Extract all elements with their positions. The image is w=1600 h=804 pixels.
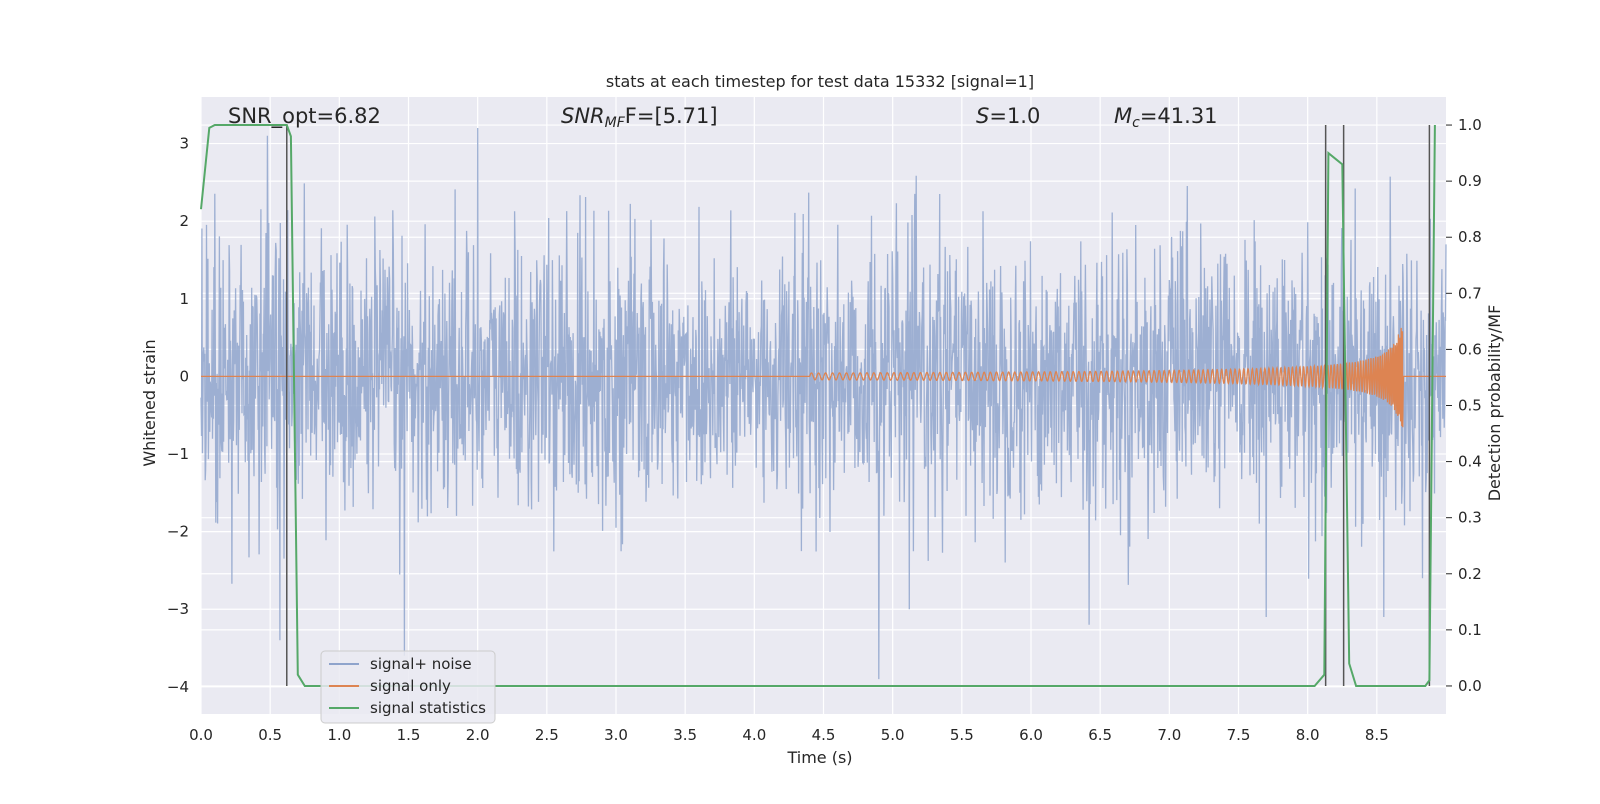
signal-noise-series — [200, 127, 1447, 680]
annotation-snr-opt: SNR_opt=6.82 — [228, 104, 381, 129]
x-tick-label: 3.5 — [673, 726, 697, 744]
x-tick-label: 7.5 — [1227, 726, 1251, 744]
x-tick-label: 2.0 — [466, 726, 490, 744]
y2-tick-label: 0.8 — [1458, 228, 1482, 246]
x-tick-label: 6.5 — [1088, 726, 1112, 744]
chart-title: stats at each timestep for test data 153… — [606, 72, 1034, 91]
annotation-mc: Mc=41.31 — [1114, 104, 1218, 131]
x-tick-label: 1.0 — [327, 726, 351, 744]
y-tick-label: −3 — [167, 600, 189, 618]
y-tick-label: −4 — [167, 678, 189, 696]
x-tick-label: 3.0 — [604, 726, 628, 744]
y-tick-label: 3 — [179, 135, 189, 153]
annotation-s: S=1.0 — [976, 104, 1040, 128]
annotation-snr-mf: SNRMFF=[5.71] — [561, 104, 718, 131]
x-tick-label: 1.5 — [397, 726, 421, 744]
y2-tick-label: 0.1 — [1458, 621, 1482, 639]
x-tick-label: 5.5 — [950, 726, 974, 744]
x-axis-label: Time (s) — [786, 748, 852, 767]
x-axis-ticks: 0.0 0.5 1.0 1.5 2.0 2.5 3.0 3.5 4.0 4.5 5.0 5.5 6.0 6… — [189, 726, 1389, 744]
y2-tick-label: 0.5 — [1458, 397, 1482, 415]
y2-tick-label: 0.4 — [1458, 453, 1482, 471]
x-tick-label: 2.5 — [535, 726, 559, 744]
y2-axis-ticks: 0.0 0.1 0.2 0.3 0.4 0.5 0.6 0.7 0.8 0.9 1.0 — [1446, 116, 1482, 695]
legend-label-signal-statistics: signal statistics — [370, 699, 486, 717]
x-tick-label: 8.5 — [1365, 726, 1389, 744]
y-tick-label: 1 — [179, 290, 189, 308]
x-tick-label: 0.0 — [189, 726, 213, 744]
y-tick-label: 2 — [179, 212, 189, 230]
y2-axis-label: Detection probability/MF — [1485, 305, 1504, 502]
signal-only-series — [201, 327, 1446, 428]
y-tick-label: −1 — [167, 445, 189, 463]
x-tick-label: 4.0 — [742, 726, 766, 744]
y2-tick-label: 0.2 — [1458, 565, 1482, 583]
y-tick-label: 0 — [179, 367, 189, 385]
x-tick-label: 4.5 — [812, 726, 836, 744]
x-tick-label: 6.0 — [1019, 726, 1043, 744]
x-tick-label: 8.0 — [1296, 726, 1320, 744]
legend-label-signal-noise: signal+ noise — [370, 655, 472, 673]
y-axis-label: Whitened strain — [140, 339, 159, 466]
signal-noise-line — [200, 127, 1447, 680]
x-tick-label: 5.0 — [881, 726, 905, 744]
legend: signal+ noise signal only signal statist… — [320, 650, 496, 724]
y2-tick-label: 1.0 — [1458, 116, 1482, 134]
y2-tick-label: 0.0 — [1458, 677, 1482, 695]
signal-only-line — [201, 327, 1446, 428]
signal-statistics-line — [200, 124, 1436, 687]
x-tick-label: 7.0 — [1157, 726, 1181, 744]
annotations: SNR_opt=6.82 SNRMFF=[5.71] S=1.0 Mc=41.3… — [228, 104, 1218, 131]
legend-label-signal-only: signal only — [370, 677, 451, 695]
y-axis-ticks: −4 −3 −2 −1 0 1 2 3 — [167, 135, 189, 696]
x-tick-label: 0.5 — [258, 726, 282, 744]
y2-tick-label: 0.9 — [1458, 172, 1482, 190]
y2-tick-label: 0.3 — [1458, 509, 1482, 527]
y-tick-label: −2 — [167, 523, 189, 541]
y2-tick-label: 0.6 — [1458, 340, 1482, 358]
signal-statistics-series — [200, 124, 1436, 687]
legend-box — [320, 650, 496, 724]
y2-tick-label: 0.7 — [1458, 284, 1482, 302]
